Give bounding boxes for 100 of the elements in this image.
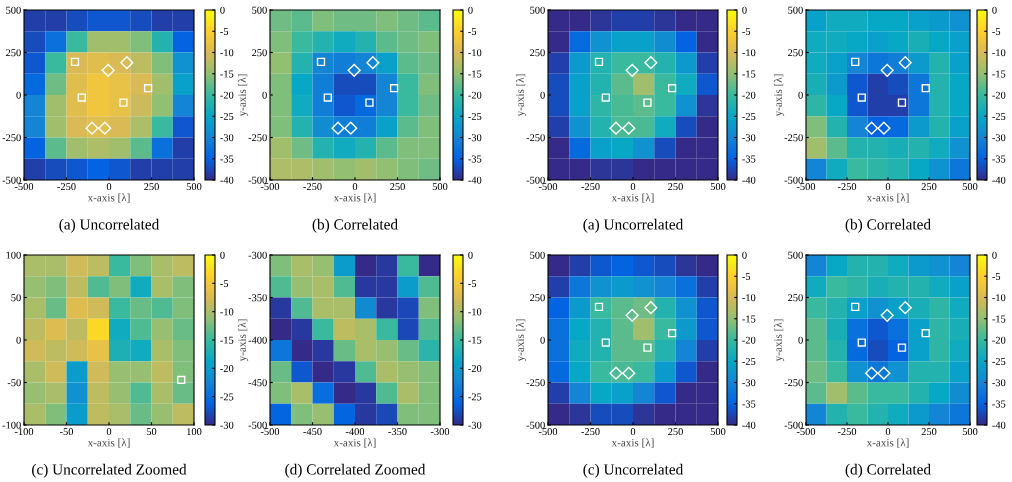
color-bar-label: -15 (742, 315, 756, 323)
point (857, 93, 866, 102)
x-axis-title: x-axis [λ] (333, 193, 376, 203)
text: (a) Uncorrelated (59, 218, 160, 233)
y-tick-label: -450 (248, 379, 267, 387)
y-tick-label: 250 (6, 49, 21, 57)
y-tick-label: -250 (526, 134, 545, 142)
color-bar-label: -5 (742, 273, 751, 280)
color-bar-label: -30 (468, 421, 482, 429)
color-bar-label: -10 (468, 49, 482, 57)
y-tick-label: -250 (784, 134, 803, 142)
x-tick-label: 500 (710, 183, 726, 191)
x-tick-label: -500 (260, 183, 280, 191)
point (880, 308, 894, 322)
color-bar-label: -15 (220, 336, 234, 344)
color-bar-label: -40 (742, 176, 756, 184)
x-tick-label: -450 (303, 428, 322, 436)
x-tick-label: 0 (106, 428, 112, 436)
point (601, 93, 610, 102)
color-bar-label: -5 (468, 28, 477, 35)
x-axis-title: x-axis [λ] (866, 193, 909, 203)
x-tick-label: 250 (390, 183, 405, 191)
x-tick-label: -300 (430, 428, 450, 436)
color-bar-label: -10 (742, 294, 756, 302)
point (667, 329, 677, 338)
point (601, 338, 610, 347)
color-bar-label: -40 (468, 176, 482, 184)
x-tick-label: 0 (885, 428, 891, 436)
color-bar-label: -40 (742, 421, 756, 429)
color-bar-label: -30 (742, 134, 756, 142)
color-bar-label: -5 (220, 28, 229, 35)
point (143, 84, 153, 93)
x-tick-label: 500 (710, 428, 726, 436)
color-bar-label: -5 (742, 28, 751, 35)
x-tick-label: 50 (146, 428, 157, 436)
color-bar-label: -10 (742, 49, 756, 57)
y-tick-label: 50 (11, 294, 21, 302)
color-bar-label: 0 (742, 6, 747, 14)
x-axis-title: x-axis [λ] (87, 438, 130, 448)
y-tick-label: -300 (248, 251, 267, 259)
color-bar-label: -25 (992, 112, 1006, 120)
point (323, 93, 332, 102)
color-bar-label: 0 (742, 251, 747, 259)
color-bar-label: -10 (468, 308, 482, 316)
color-bar-label: -30 (468, 134, 482, 142)
x-tick-label: 250 (668, 183, 683, 191)
y-tick-label: 0 (16, 91, 21, 99)
x-tick-label: 0 (630, 428, 636, 436)
point (101, 63, 115, 77)
color-bar-label: -25 (220, 393, 234, 401)
point (389, 84, 399, 93)
color-bar-label: 0 (220, 251, 225, 259)
y-tick-label: -400 (248, 336, 267, 344)
color-bar-label: -30 (220, 134, 234, 142)
x-tick-label: -250 (57, 183, 76, 191)
x-tick-label: 500 (962, 428, 978, 436)
color-bar-label: -35 (742, 155, 756, 163)
color-bar-label: -20 (220, 91, 234, 99)
y-tick-label: 100 (6, 251, 21, 259)
x-axis-title: x-axis [λ] (611, 193, 654, 203)
x-axis-title: x-axis [λ] (87, 193, 130, 203)
y-tick-label: -100 (2, 421, 21, 429)
color-bar-label: -15 (992, 70, 1006, 78)
y-tick-label: -350 (248, 294, 267, 302)
color-bar-label: -35 (468, 155, 482, 163)
y-tick-label: -250 (248, 134, 267, 142)
x-axis-title: x-axis [λ] (866, 438, 909, 448)
point (667, 84, 677, 93)
text: (b) Correlated (845, 218, 931, 233)
x-tick-label: -50 (59, 428, 74, 436)
y-tick-label: -500 (248, 421, 267, 429)
color-bar-label: -35 (220, 155, 234, 163)
color-bar-label: -5 (220, 280, 229, 288)
color-bar-label: -20 (992, 91, 1006, 99)
point (857, 338, 866, 347)
x-tick-label: 500 (186, 183, 202, 191)
text: (d) Correlated Zoomed (285, 463, 426, 478)
text: (c) Uncorrelated (583, 463, 684, 478)
color-bar-label: -20 (468, 365, 482, 373)
y-tick-label: -500 (526, 421, 545, 429)
color-bar-label: -10 (992, 294, 1006, 302)
x-tick-label: 100 (187, 428, 202, 436)
y-tick-label: 500 (252, 6, 267, 14)
color-bar-label: -5 (468, 280, 477, 288)
color-bar-label: -20 (742, 336, 756, 344)
y-axis-title: y-axis [λ] (515, 74, 527, 117)
color-bar-label: -10 (220, 49, 234, 57)
color-bar-label: 0 (220, 6, 225, 14)
y-tick-label: 0 (262, 91, 267, 99)
y-tick-label: 500 (788, 251, 803, 259)
color-bar-label: 0 (992, 251, 997, 259)
color-bar-label: -20 (468, 91, 482, 99)
y-tick-label: -250 (2, 134, 21, 142)
y-tick-label: -500 (2, 176, 21, 184)
y-tick-label: 250 (788, 294, 803, 302)
text: (a) Uncorrelated (583, 218, 684, 233)
point (921, 329, 930, 338)
color-bar-label: -15 (468, 70, 482, 78)
point (880, 63, 894, 77)
x-tick-label: -250 (837, 428, 857, 436)
